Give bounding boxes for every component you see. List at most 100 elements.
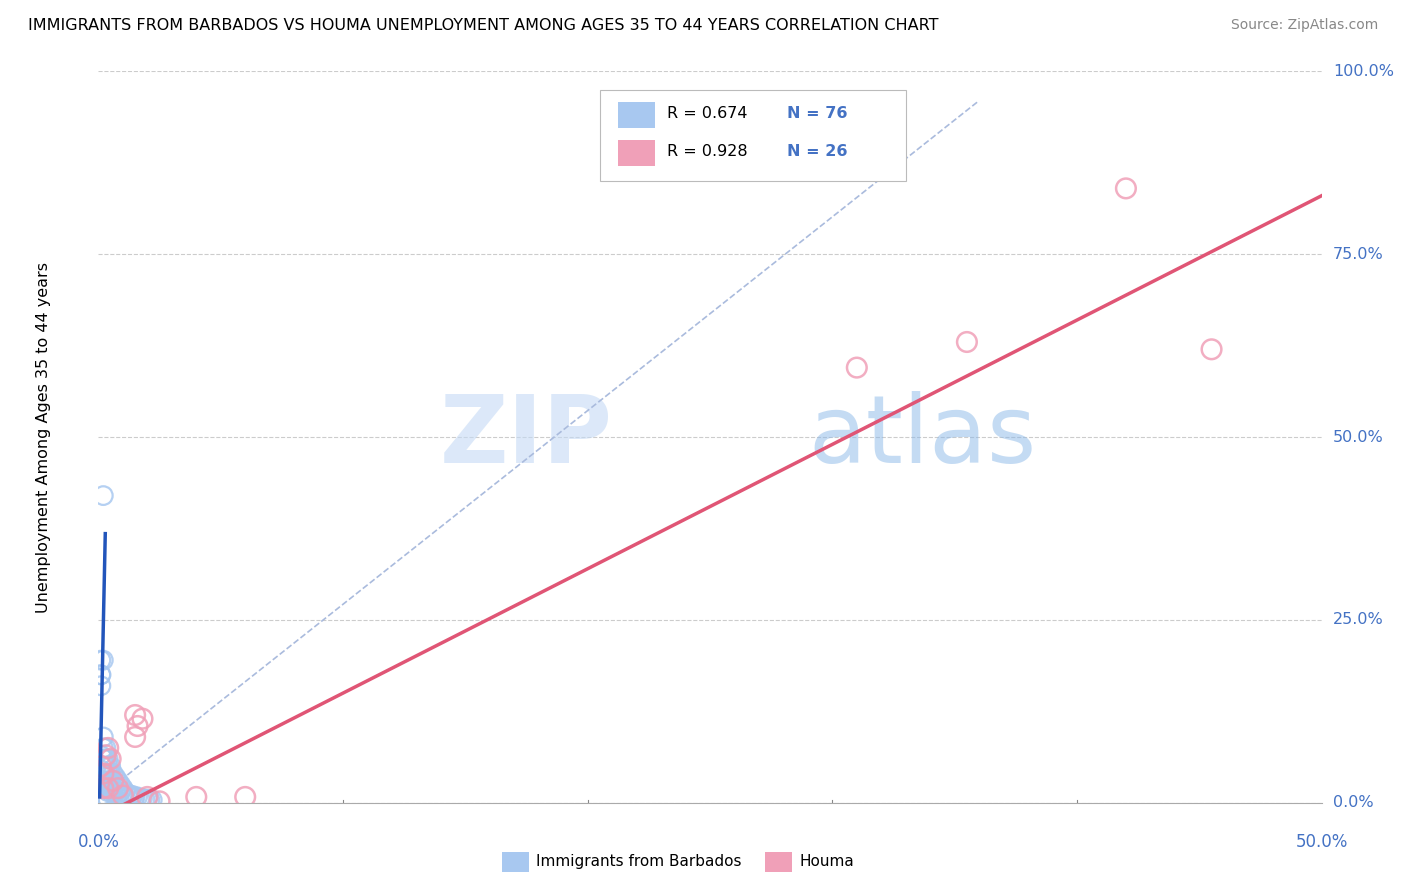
Point [104,770,127,784]
Point [233,789,256,804]
Text: 25.0%: 25.0% [1333,613,1384,627]
Point [100,773,122,788]
Text: N = 76: N = 76 [787,106,848,121]
Point [104,785,127,799]
Point [97,781,120,796]
Point [117,787,139,801]
Text: IMMIGRANTS FROM BARBADOS VS HOUMA UNEMPLOYMENT AMONG AGES 35 TO 44 YEARS CORRELA: IMMIGRANTS FROM BARBADOS VS HOUMA UNEMPL… [28,18,939,33]
Point [91,789,114,804]
Point [149,794,172,808]
Point [94,759,117,773]
Point [94,794,117,808]
Point [90,653,112,667]
Point [91,740,114,755]
Text: Source: ZipAtlas.com: Source: ZipAtlas.com [1230,18,1378,32]
Point [97,794,120,808]
Point [121,789,143,803]
Point [101,781,124,796]
Point [90,679,112,693]
Point [94,773,117,788]
Point [1115,181,1137,195]
Point [90,773,112,788]
Point [110,785,132,799]
Point [94,781,117,796]
Point [97,759,120,773]
Text: 50.0%: 50.0% [1295,833,1348,851]
Point [97,740,120,755]
Point [101,773,124,788]
Point [141,793,163,807]
Point [111,781,134,796]
Point [91,766,114,780]
Text: Houma: Houma [800,854,853,869]
Point [124,789,146,804]
Point [139,793,162,807]
Point [100,759,122,773]
Point [94,791,117,805]
Point [94,766,117,780]
Text: Unemployment Among Ages 35 to 44 years: Unemployment Among Ages 35 to 44 years [37,261,51,613]
Point [1201,343,1223,357]
Point [90,667,112,681]
Text: R = 0.674: R = 0.674 [668,106,748,121]
Point [127,789,149,804]
Point [134,792,156,806]
Point [124,730,146,744]
Point [94,793,117,807]
Point [107,787,129,801]
FancyBboxPatch shape [600,90,905,181]
Point [91,489,114,503]
Point [111,787,134,801]
Text: R = 0.928: R = 0.928 [668,145,748,160]
Point [956,334,979,349]
Point [90,748,112,763]
Point [97,785,120,799]
Point [100,781,122,796]
Point [90,794,112,808]
Point [124,708,146,723]
Point [94,794,117,808]
Point [107,773,129,788]
Point [90,763,112,777]
Point [91,766,114,780]
Point [90,789,112,804]
Text: 75.0%: 75.0% [1333,247,1384,261]
Point [97,752,120,766]
Point [91,794,114,808]
Point [129,791,152,805]
Point [131,791,153,805]
Point [97,793,120,807]
Point [94,752,117,766]
Point [97,781,120,796]
Point [104,777,127,792]
Point [90,794,112,808]
Point [91,759,114,773]
Point [94,740,117,755]
Text: N = 26: N = 26 [787,145,848,160]
Point [90,791,112,805]
Text: atlas: atlas [808,391,1036,483]
Text: 0.0%: 0.0% [77,833,120,851]
Point [91,773,114,788]
Point [94,748,117,763]
Point [101,773,124,788]
Point [107,781,129,796]
Point [107,781,129,796]
Point [90,759,112,773]
FancyBboxPatch shape [619,140,655,167]
Point [186,789,208,804]
Point [136,789,159,804]
Point [100,785,122,799]
Point [101,766,124,780]
Point [100,752,122,766]
Text: 50.0%: 50.0% [1333,430,1384,444]
Point [90,789,112,803]
Point [127,719,149,733]
Point [91,793,114,807]
Point [100,766,122,780]
FancyBboxPatch shape [619,102,655,128]
Point [91,653,114,667]
FancyBboxPatch shape [765,852,792,872]
Point [131,712,153,726]
Point [110,777,132,792]
